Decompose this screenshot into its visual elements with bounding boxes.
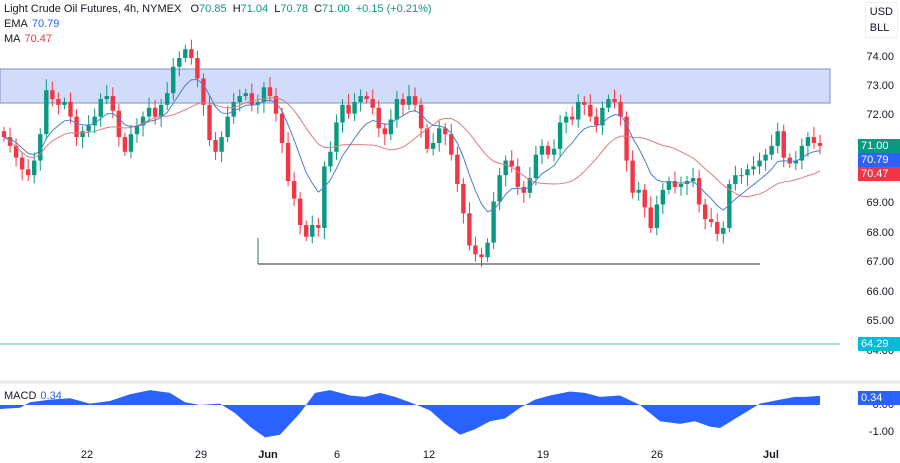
macd-value: 0.34 bbox=[40, 390, 62, 402]
low-value: 70.78 bbox=[280, 3, 308, 15]
ema-value: 70.79 bbox=[31, 18, 60, 30]
currency-unit[interactable]: USD BLL bbox=[864, 2, 898, 38]
time-label: 29 bbox=[194, 449, 208, 461]
ma-line bbox=[3, 97, 821, 198]
tick-69: 69.00 bbox=[866, 197, 894, 209]
low-label: L bbox=[274, 3, 281, 15]
ema-legend[interactable]: EMA 70.79 bbox=[4, 17, 432, 32]
time-label: 22 bbox=[80, 449, 94, 461]
symbol-title: Light Crude Oil Futures, 4h, NYMEX bbox=[4, 3, 182, 15]
time-label: Jul bbox=[763, 449, 779, 461]
macd-value-tag: 0.34 bbox=[858, 391, 900, 405]
tick-66: 66.00 bbox=[866, 286, 894, 298]
time-label: 6 bbox=[333, 449, 341, 461]
price-axis[interactable]: USD BLL 74.00 73.00 72.00 69.00 68.00 67.… bbox=[838, 0, 900, 463]
high-label: H bbox=[232, 3, 241, 15]
ema-price-tag: 70.79 bbox=[858, 153, 900, 167]
ema-line bbox=[3, 79, 821, 213]
open-label: O bbox=[190, 3, 200, 15]
close-label: C bbox=[314, 3, 323, 15]
tick-73: 73.00 bbox=[866, 80, 894, 92]
ma-label: MA bbox=[4, 33, 21, 45]
chart-legend: Light Crude Oil Futures, 4h, NYMEX O70.8… bbox=[4, 2, 432, 47]
tick-74: 74.00 bbox=[866, 51, 894, 63]
ma-legend[interactable]: MA 70.47 bbox=[4, 32, 432, 47]
change-value: +0.15 (+0.21%) bbox=[355, 3, 432, 15]
close-value: 71.00 bbox=[322, 3, 350, 15]
time-label: 12 bbox=[422, 449, 436, 461]
time-label: Jun bbox=[258, 449, 278, 461]
level-price-tag: 64.29 bbox=[858, 337, 900, 351]
tick-72: 72.00 bbox=[866, 109, 894, 121]
ma-price-tag: 70.47 bbox=[858, 167, 900, 181]
macd-area bbox=[0, 390, 820, 438]
open-value: 70.85 bbox=[199, 3, 227, 15]
candles bbox=[1, 39, 823, 267]
macd-label: MACD bbox=[4, 390, 37, 402]
tick-65: 65.00 bbox=[866, 315, 894, 327]
tick-68: 68.00 bbox=[866, 227, 894, 239]
tick-67: 67.00 bbox=[866, 256, 894, 268]
macd-tick-neg1: -1.00 bbox=[868, 426, 894, 438]
ema-label: EMA bbox=[4, 18, 28, 30]
currency-label: USD bbox=[869, 6, 893, 18]
ma-value: 70.47 bbox=[24, 33, 53, 45]
high-value: 71.04 bbox=[240, 3, 269, 15]
unit-label: BLL bbox=[869, 22, 890, 34]
symbol-row: Light Crude Oil Futures, 4h, NYMEX O70.8… bbox=[4, 2, 432, 17]
close-price-tag: 71.00 bbox=[858, 139, 900, 153]
macd-legend[interactable]: MACD 0.34 bbox=[4, 390, 62, 402]
time-label: 26 bbox=[650, 449, 664, 461]
time-label: 19 bbox=[536, 449, 550, 461]
